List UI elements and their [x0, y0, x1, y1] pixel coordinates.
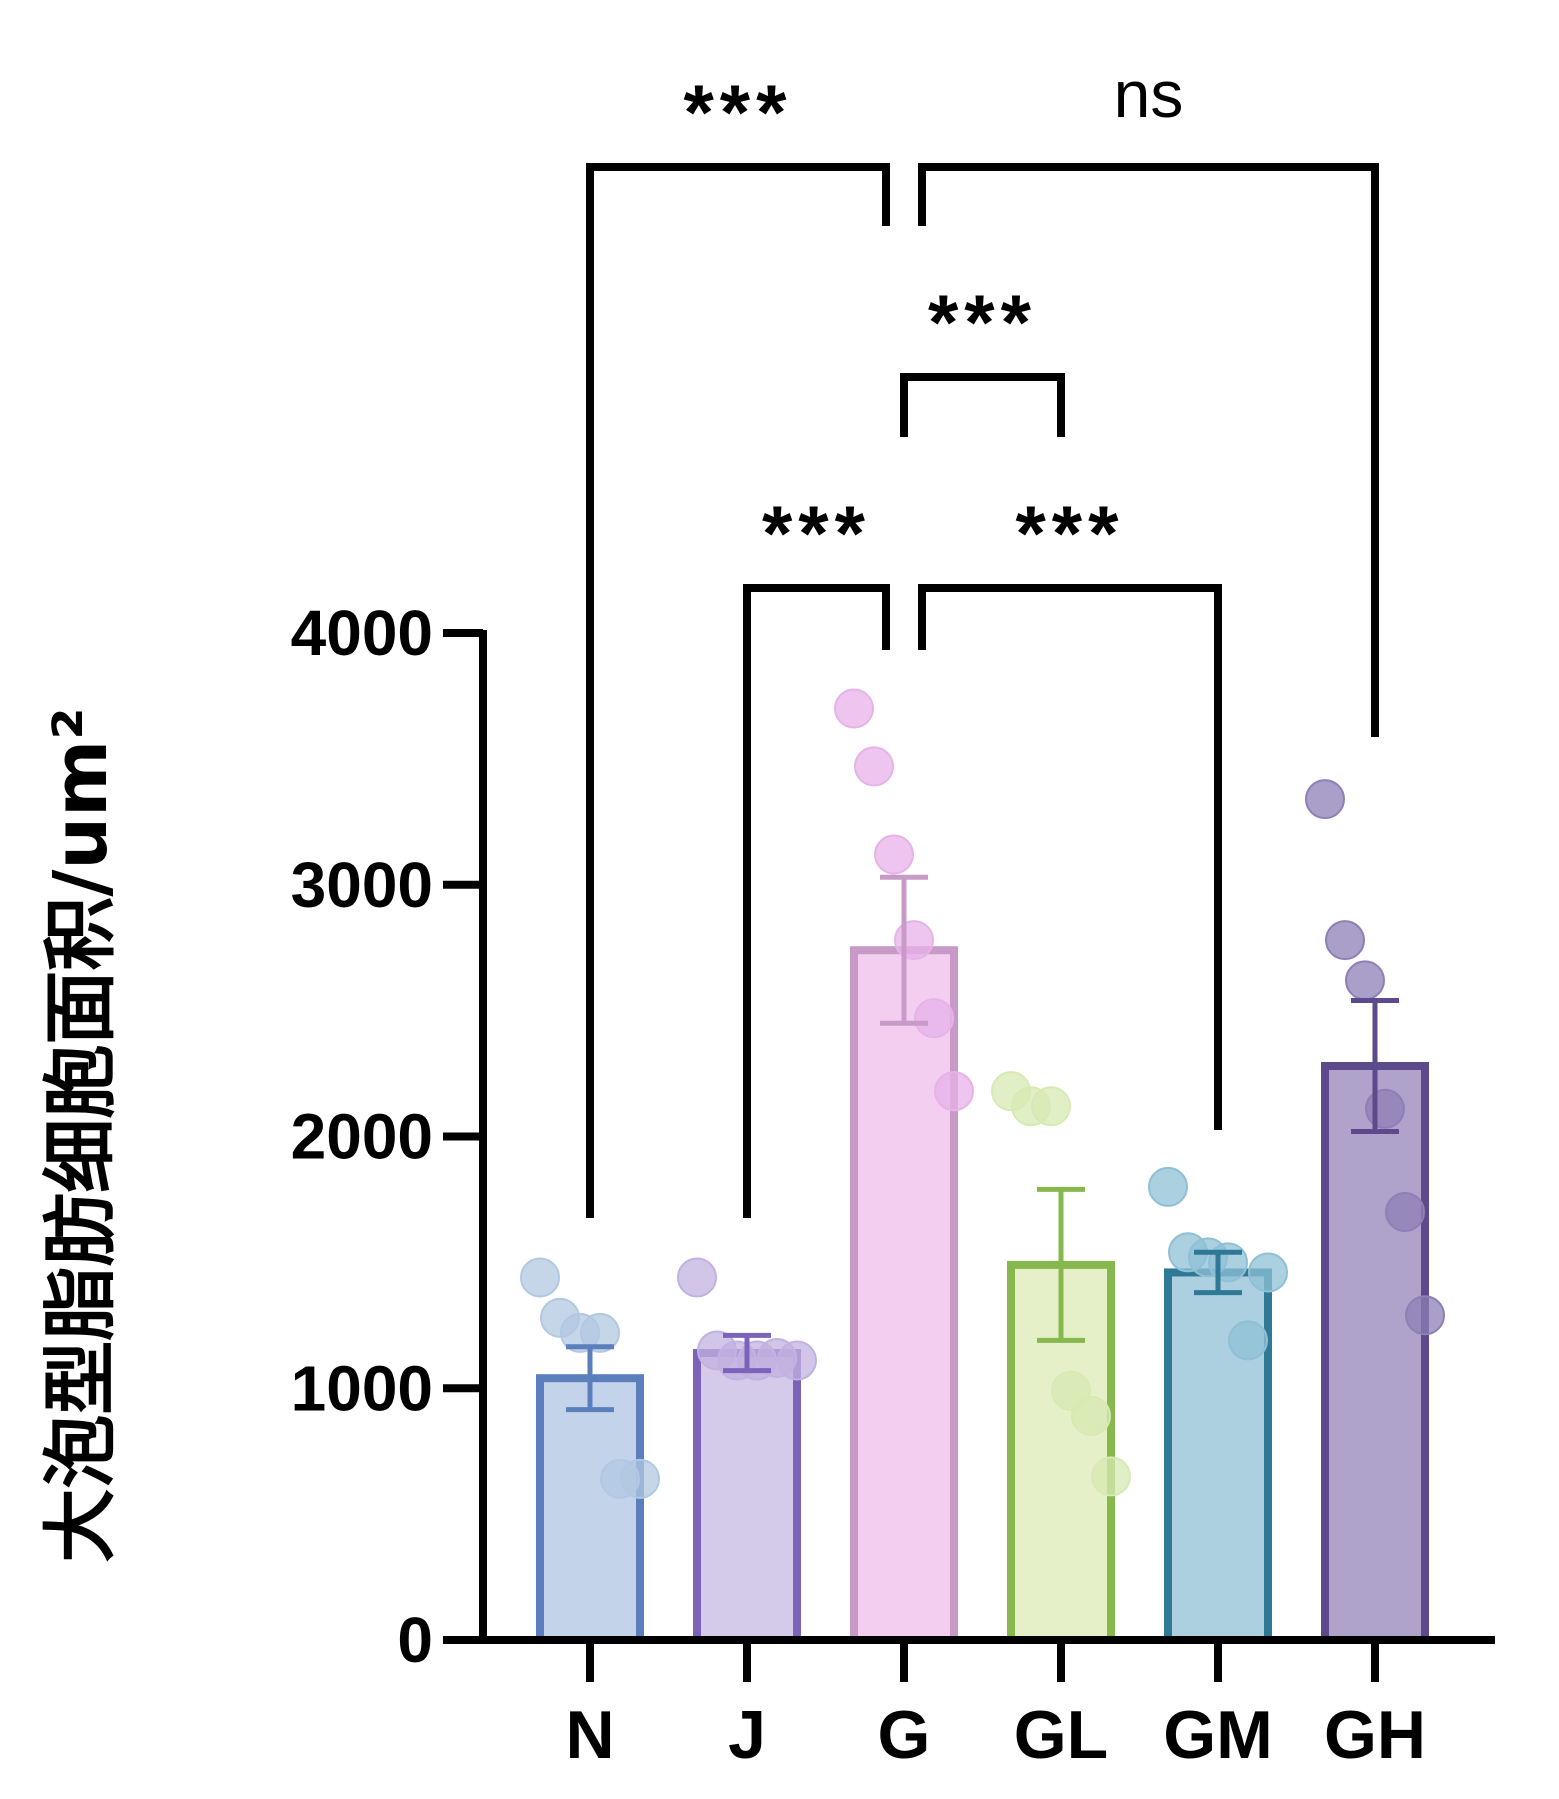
- x-tick-label-gm: GM: [1163, 1697, 1273, 1773]
- data-point-gm: [1208, 1242, 1248, 1283]
- points-layer: [520, 688, 1445, 1499]
- bars-layer: [536, 946, 1429, 1645]
- data-point-g: [854, 746, 894, 787]
- data-point-gh: [1365, 1088, 1405, 1129]
- axes-layer: 0 1000 2000 3000 4000 N J G GL GM GH: [291, 597, 1495, 1773]
- x-tick-label-g: G: [878, 1697, 931, 1773]
- y-tick-label-2000: 2000: [291, 1101, 433, 1173]
- data-point-g: [894, 920, 934, 961]
- data-point-gl: [1031, 1086, 1071, 1127]
- data-point-gh: [1305, 779, 1345, 820]
- y-tick-label-1000: 1000: [291, 1352, 433, 1424]
- significance-bracket-j-g: [743, 584, 890, 1218]
- significance-bracket-g-gl: [900, 373, 1065, 437]
- significance-bracket-g-gh: [918, 163, 1379, 737]
- y-axis-label: 大泡型脂肪细胞面积/um²: [38, 707, 124, 1562]
- x-tick-label-gl: GL: [1014, 1697, 1108, 1773]
- x-tick-label-j: J: [728, 1697, 766, 1773]
- data-point-g: [834, 688, 874, 729]
- bar-g: [850, 946, 958, 1644]
- data-point-gh: [1405, 1295, 1445, 1336]
- data-point-g: [874, 834, 914, 875]
- bar-gh: [1321, 1062, 1429, 1644]
- errors-layer: [566, 874, 1399, 1413]
- data-point-j: [777, 1340, 817, 1381]
- data-point-gm: [1148, 1166, 1188, 1207]
- data-point-n: [520, 1257, 560, 1298]
- significance-label-g-gh: ns: [1114, 57, 1184, 131]
- data-point-gl: [1091, 1456, 1131, 1497]
- significance-label-g-gm: ***: [1015, 489, 1124, 577]
- significance-label-n-g: ***: [683, 68, 792, 156]
- data-point-n: [580, 1312, 620, 1353]
- data-point-g: [934, 1071, 974, 1112]
- y-tick-label-4000: 4000: [291, 597, 433, 669]
- data-point-gm: [1228, 1320, 1268, 1361]
- y-tick-label-3000: 3000: [291, 849, 433, 921]
- significance-bracket-g-gm: [918, 584, 1222, 1130]
- data-point-gh: [1385, 1192, 1425, 1233]
- data-point-gh: [1345, 960, 1385, 1001]
- data-point-gh: [1325, 920, 1365, 961]
- data-point-g: [914, 998, 954, 1039]
- significance-label-j-g: ***: [762, 489, 871, 577]
- significance-layer: *** ns *** *** ***: [586, 57, 1379, 1218]
- bar-n: [536, 1374, 644, 1645]
- data-point-gm: [1248, 1252, 1288, 1293]
- significance-label-g-gl: ***: [928, 278, 1037, 366]
- data-point-j: [677, 1257, 717, 1298]
- y-tick-label-0: 0: [397, 1604, 433, 1676]
- data-point-gl: [1071, 1395, 1111, 1436]
- data-point-n: [620, 1458, 660, 1499]
- bar-j: [693, 1349, 801, 1644]
- x-tick-label-gh: GH: [1324, 1697, 1426, 1773]
- x-tick-label-n: N: [565, 1697, 614, 1773]
- significance-bracket-n-g: [586, 163, 890, 1218]
